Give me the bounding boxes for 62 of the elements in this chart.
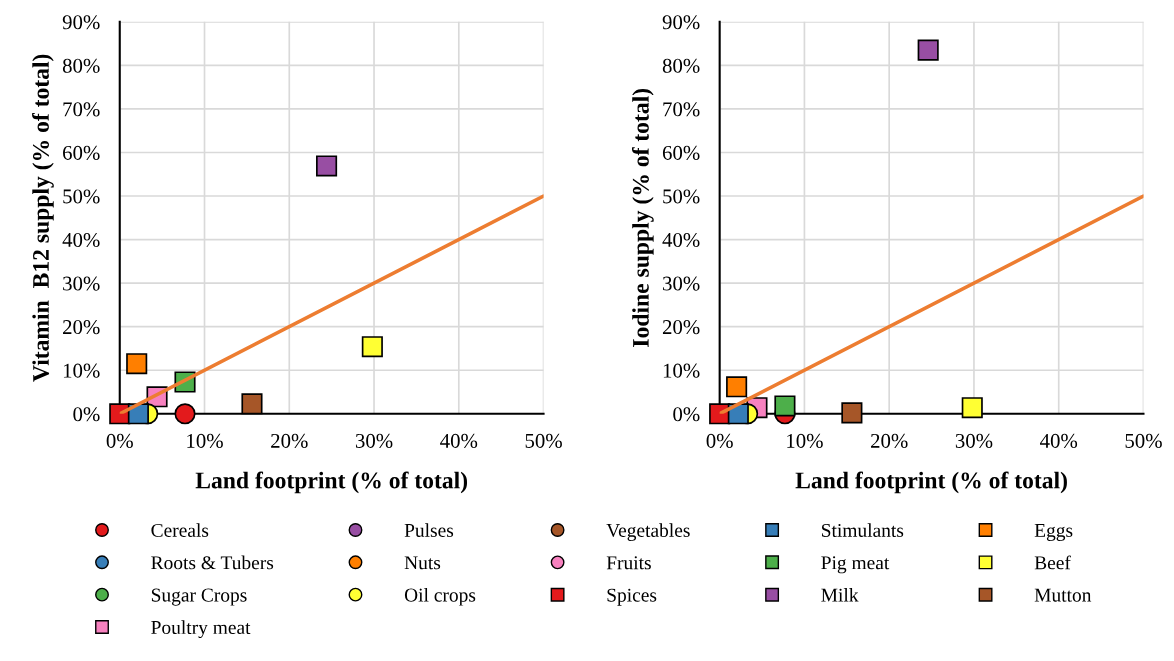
x-axis-title: Land footprint (% of total) [195,471,468,494]
y-tick-label: 60% [63,145,100,160]
legend-label: Pulses [404,523,454,537]
x-axis-title: Land footprint (% of total) [795,471,1067,494]
y-tick-label: 90% [662,15,700,30]
point [361,336,383,358]
legend-label: Fruits [606,556,651,570]
x-tick-label: 10% [187,433,223,448]
point [917,39,939,61]
point [174,403,196,425]
legend-label: Spices [607,588,657,606]
x-tick-label: 30% [955,433,993,448]
y-tick-label: 50% [663,189,700,204]
y-tick-label: 70% [663,102,700,117]
legend-label: Mutton [1034,588,1092,602]
x-tick-label: 50% [525,433,562,448]
y-tick-label: 30% [663,276,700,291]
x-tick-label: 20% [871,433,908,448]
legend-label: Cereals [151,523,209,537]
x-tick-label: 40% [440,433,478,448]
point [774,395,796,417]
y-tick-label: 0% [73,407,100,422]
y-tick-label: 10% [63,363,100,378]
point [726,376,748,398]
legend-label: Milk [821,588,859,602]
point [241,393,263,415]
y-tick-label: 40% [662,232,700,248]
y-tick-label: 30% [63,276,100,291]
legend-label: Pig meat [821,556,890,574]
legend-label: Roots & Tubers [151,555,274,570]
legend-label: Vegetables [606,523,690,541]
y-tick-label: 70% [63,102,100,117]
legend-label: Sugar Crops [151,588,247,606]
point [316,155,338,177]
x-tick-label: 30% [355,433,393,448]
x-tick-label: 0% [706,433,733,448]
legend-label: Beef [1034,555,1071,570]
point [841,402,863,424]
y-tick-label: 80% [62,58,100,73]
x-tick-label: 40% [1040,433,1078,448]
x-tick-label: 20% [271,433,308,448]
legend-label: Stimulants [822,523,904,537]
legend-label: Oil crops [404,587,476,606]
y-axis-title: Iodine supply (% of total) [631,88,654,347]
point [961,397,983,419]
y-tick-label: 60% [662,145,700,160]
y-tick-label: 50% [63,189,100,204]
y-tick-label: 40% [62,232,100,248]
legend-label: Nuts [404,556,441,570]
y-tick-label: 20% [662,320,700,335]
y-tick-label: 0% [673,407,700,422]
point [126,353,148,375]
legend-label: Eggs [1034,524,1073,541]
y-axis-title: Vitamin B12 supply (% of total) [32,54,54,382]
legend-label: Poultry meat [151,620,251,639]
y-tick-label: 80% [662,58,700,73]
x-tick-label: 0% [106,433,133,448]
y-tick-label: 20% [63,320,100,335]
x-tick-label: 10% [787,433,823,448]
x-tick-label: 50% [1125,433,1162,448]
y-tick-label: 90% [62,15,100,30]
y-tick-label: 10% [663,363,700,378]
